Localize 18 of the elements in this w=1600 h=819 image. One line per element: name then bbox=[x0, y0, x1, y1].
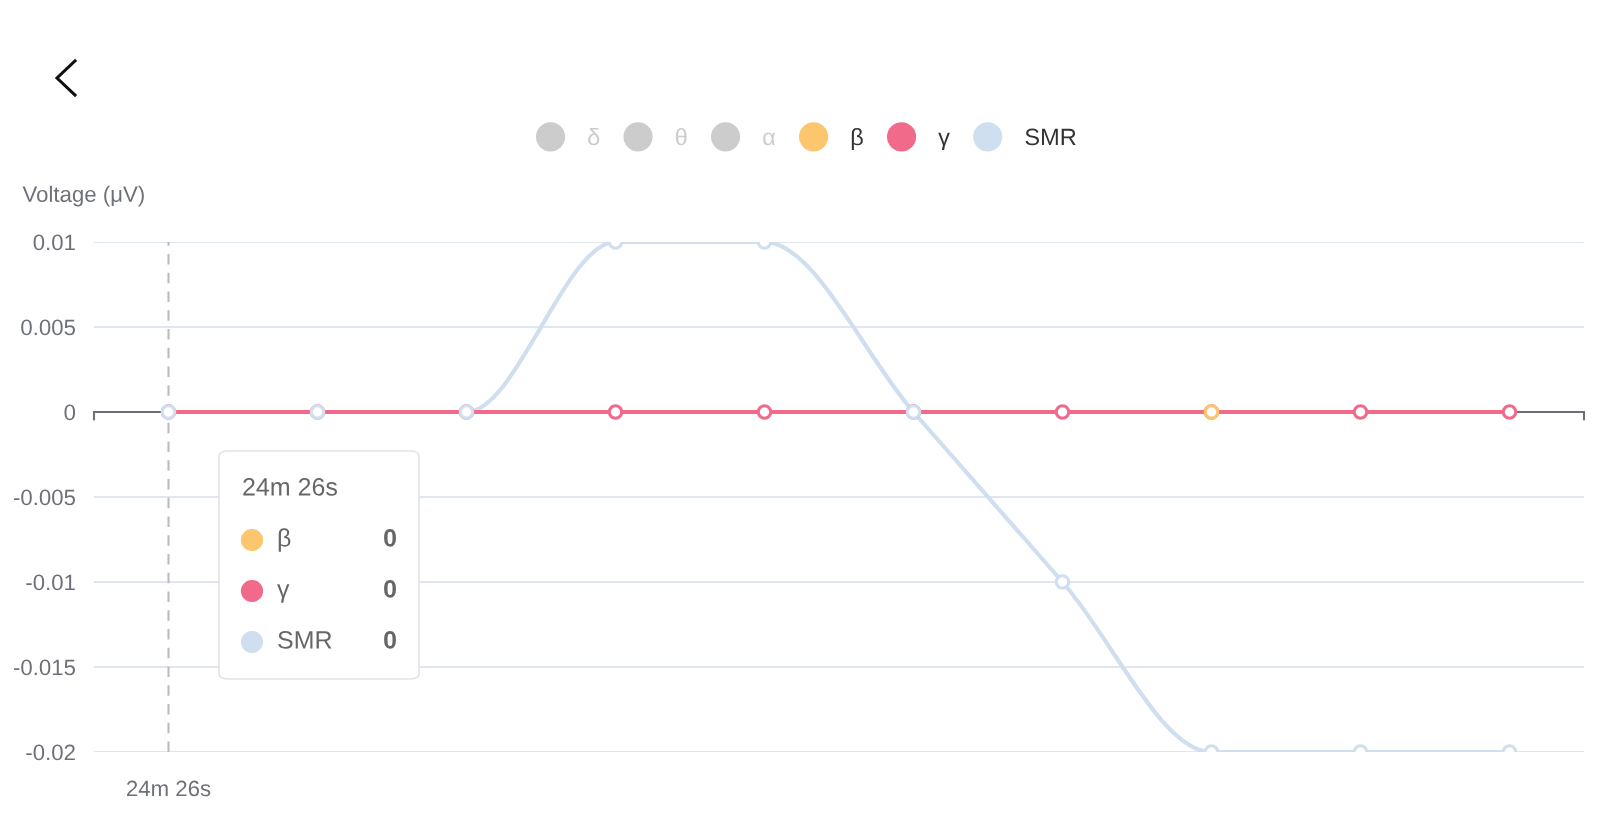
annotation: γ bbox=[277, 584, 290, 603]
legend-label: β bbox=[851, 128, 863, 151]
annotation: 24m 26s bbox=[243, 478, 337, 496]
y-tick-label: 0.01 bbox=[33, 234, 75, 251]
annotation: SMR bbox=[278, 631, 332, 649]
legend-label: SMR bbox=[1025, 128, 1076, 146]
legend-label: γ bbox=[938, 132, 950, 150]
y-tick-label: -0.005 bbox=[13, 489, 76, 506]
annotation: β bbox=[278, 528, 291, 552]
annotation: 0 bbox=[384, 631, 396, 649]
y-tick-label: -0.02 bbox=[26, 744, 75, 761]
y-tick-label: -0.015 bbox=[13, 659, 76, 676]
annotation: 0 bbox=[384, 580, 396, 598]
y-tick-label: -0.01 bbox=[26, 574, 75, 591]
y-axis-title: Voltage (μV) bbox=[22, 185, 144, 207]
annotation: 0 bbox=[384, 529, 396, 547]
y-tick-label: 0 bbox=[64, 404, 76, 421]
y-tick-label: 0.005 bbox=[21, 319, 76, 336]
